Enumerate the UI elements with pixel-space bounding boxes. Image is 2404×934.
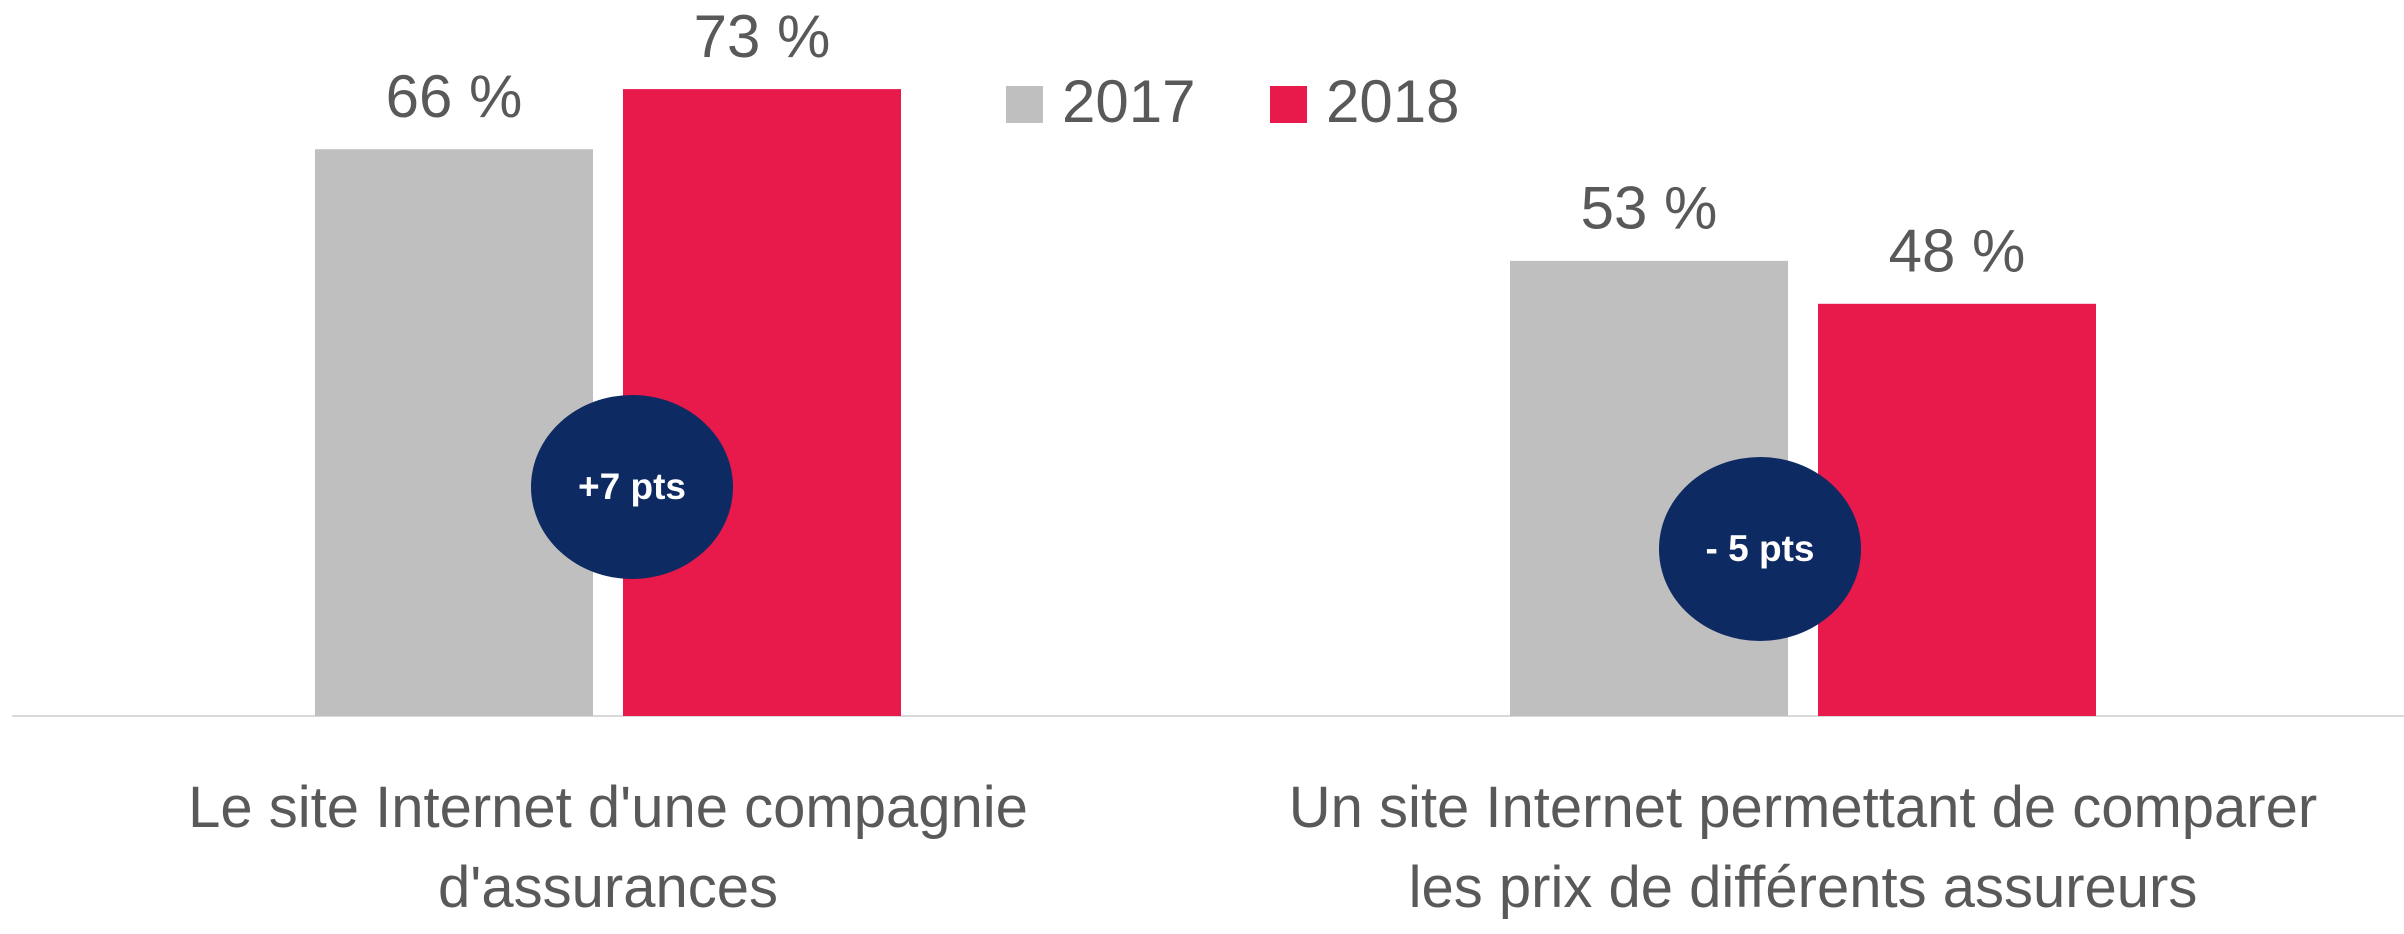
bar bbox=[1818, 303, 2096, 716]
annotation: - 5 pts bbox=[1706, 528, 1815, 569]
category-label-line: Le site Internet d'une compagnie bbox=[188, 775, 1028, 840]
category-label-line: les prix de différents assureurs bbox=[1409, 855, 2198, 920]
legend-label: 2018 bbox=[1326, 68, 1459, 135]
category-label: Un site Internet permettant de comparer l… bbox=[1289, 775, 2317, 920]
value-label: 66 % bbox=[386, 63, 523, 130]
annotation-bubble bbox=[1659, 457, 1861, 641]
bar bbox=[315, 149, 593, 717]
value-label: 48 % bbox=[1889, 218, 2026, 285]
value-label: 53 % bbox=[1581, 175, 1718, 242]
annotation: +7 pts bbox=[578, 466, 686, 507]
category-label-line: Un site Internet permettant de comparer bbox=[1289, 775, 2317, 840]
category-label-line: d'assurances bbox=[438, 855, 778, 920]
category-label: Le site Internet d'une compagnie d'assura… bbox=[188, 775, 1028, 920]
value-label: 73 % bbox=[694, 3, 831, 70]
legend-label: 2017 bbox=[1062, 68, 1195, 135]
legend-swatch bbox=[1006, 86, 1043, 123]
annotation-bubble bbox=[531, 395, 733, 579]
legend-swatch bbox=[1270, 86, 1307, 123]
